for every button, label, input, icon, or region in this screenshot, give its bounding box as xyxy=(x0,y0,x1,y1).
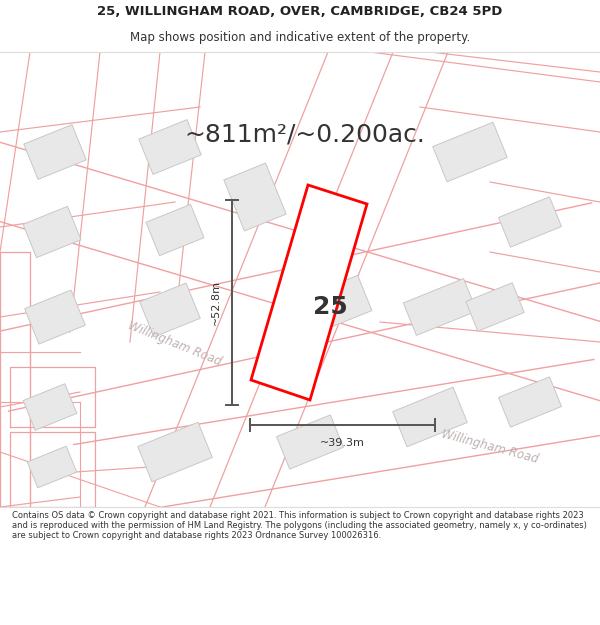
Text: ~52.8m: ~52.8m xyxy=(211,280,221,325)
Polygon shape xyxy=(146,204,204,256)
Text: Willingham Road: Willingham Road xyxy=(440,428,540,466)
Text: 25: 25 xyxy=(313,295,347,319)
Polygon shape xyxy=(433,122,507,182)
Polygon shape xyxy=(277,415,343,469)
Polygon shape xyxy=(499,197,562,247)
Polygon shape xyxy=(403,279,476,336)
Text: ~39.3m: ~39.3m xyxy=(320,438,365,448)
Text: ~811m²/~0.200ac.: ~811m²/~0.200ac. xyxy=(185,122,425,146)
Polygon shape xyxy=(224,163,286,231)
Polygon shape xyxy=(24,124,86,179)
Polygon shape xyxy=(25,290,85,344)
Text: Map shows position and indicative extent of the property.: Map shows position and indicative extent… xyxy=(130,31,470,44)
Text: 25, WILLINGHAM ROAD, OVER, CAMBRIDGE, CB24 5PD: 25, WILLINGHAM ROAD, OVER, CAMBRIDGE, CB… xyxy=(97,5,503,18)
Polygon shape xyxy=(23,384,77,430)
Polygon shape xyxy=(27,446,77,488)
Polygon shape xyxy=(466,282,524,331)
Polygon shape xyxy=(251,185,367,400)
Polygon shape xyxy=(140,283,200,337)
Polygon shape xyxy=(499,377,562,427)
Polygon shape xyxy=(393,388,467,447)
Polygon shape xyxy=(139,119,201,174)
Polygon shape xyxy=(138,422,212,482)
Polygon shape xyxy=(23,206,81,258)
Text: Willingham Road: Willingham Road xyxy=(127,319,224,369)
Text: Contains OS data © Crown copyright and database right 2021. This information is : Contains OS data © Crown copyright and d… xyxy=(12,511,587,541)
Polygon shape xyxy=(288,276,372,339)
